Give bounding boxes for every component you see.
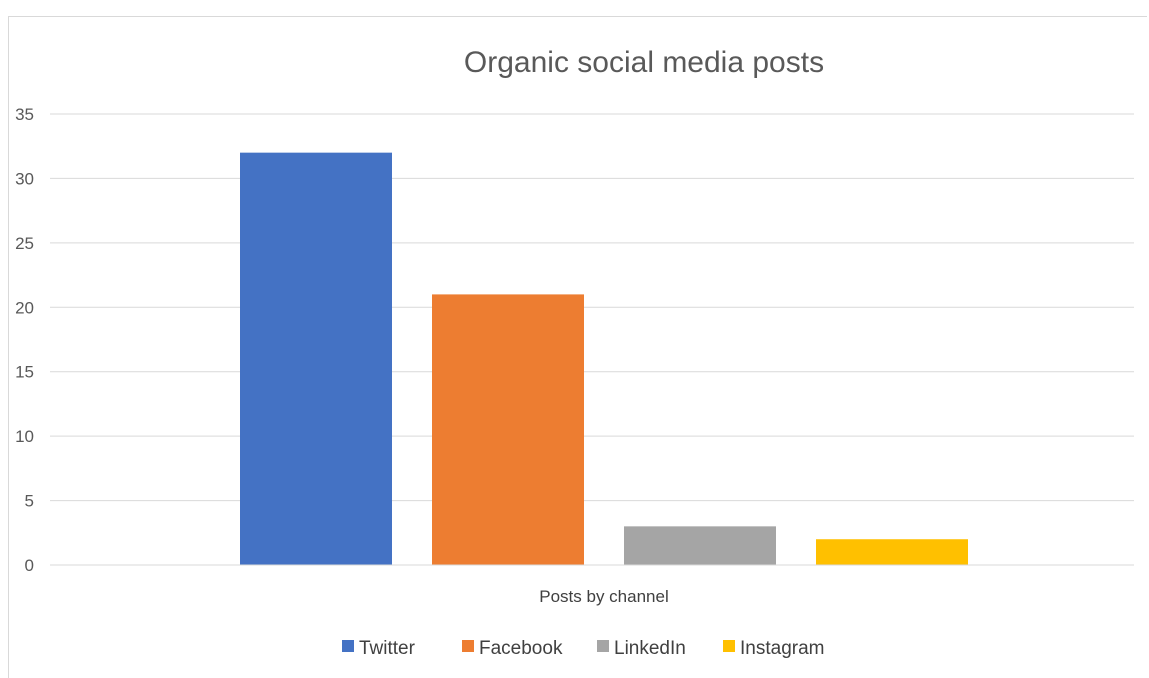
y-tick-label: 15 (15, 363, 34, 382)
chart-title: Organic social media posts (464, 46, 824, 79)
bar-linkedin (624, 526, 776, 565)
y-tick-label: 35 (15, 105, 34, 124)
legend-swatch-twitter (342, 640, 354, 652)
legend-swatch-facebook (462, 640, 474, 652)
grid (50, 113, 1134, 502)
x-axis-label: Posts by channel (539, 587, 668, 606)
y-tick-label: 10 (15, 427, 34, 446)
bar-facebook (432, 294, 584, 565)
chart-frame (8, 16, 1147, 678)
legend-swatch-linkedin (597, 640, 609, 652)
bar-twitter (240, 152, 392, 565)
y-tick-label: 30 (15, 169, 34, 188)
legend-label-linkedin: LinkedIn (614, 638, 686, 659)
y-tick-label: 5 (25, 492, 34, 511)
y-tick-label: 20 (15, 298, 34, 317)
y-axis-ticks: 0 5 10 15 20 25 30 35 (15, 105, 34, 575)
y-tick-label: 25 (15, 234, 34, 253)
legend-label-facebook: Facebook (479, 638, 563, 659)
bar-instagram (816, 539, 968, 565)
legend: Twitter Facebook LinkedIn Instagram (342, 638, 824, 659)
legend-label-instagram: Instagram (740, 638, 824, 659)
y-tick-label: 0 (25, 556, 34, 575)
bars (240, 152, 968, 565)
legend-swatch-instagram (723, 640, 735, 652)
legend-label-twitter: Twitter (359, 638, 416, 659)
